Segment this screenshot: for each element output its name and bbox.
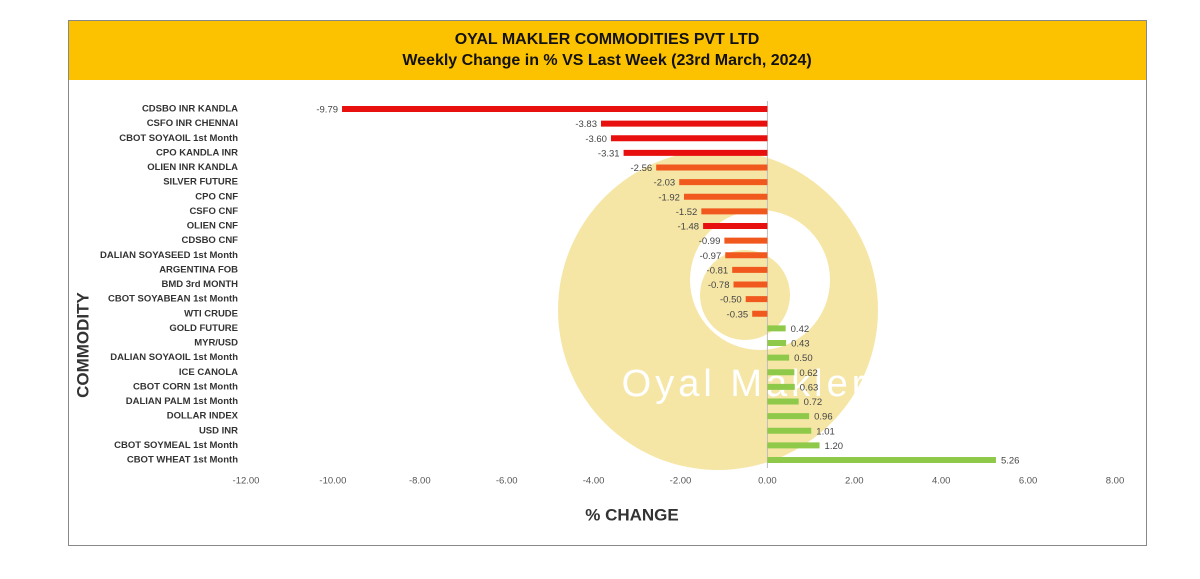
y-tick-label: CBOT WHEAT 1st Month — [127, 455, 238, 466]
value-label: 0.62 — [799, 368, 818, 379]
y-tick-label: WTI CRUDE — [184, 308, 238, 319]
y-tick-label: DALIAN PALM 1st Month — [126, 396, 238, 407]
bar — [724, 237, 768, 244]
bar — [767, 427, 812, 434]
x-axis-title: % CHANGE — [585, 505, 679, 524]
bar — [610, 135, 768, 142]
bar — [767, 325, 786, 332]
bar — [767, 398, 799, 405]
bar — [683, 193, 768, 200]
bar — [725, 252, 768, 259]
x-tick-label: -6.00 — [496, 476, 518, 487]
bar — [733, 281, 768, 288]
header-band — [69, 21, 1146, 80]
watermark-text: Oyal Makler — [622, 363, 869, 405]
bar — [767, 457, 996, 463]
y-tick-label: CSFO INR CHENNAI — [147, 118, 238, 129]
y-tick-label: CSFO CNF — [189, 206, 238, 217]
value-label: -3.60 — [585, 134, 607, 145]
y-tick-label: BMD 3rd MONTH — [161, 279, 238, 290]
y-tick-label: OLIEN INR KANDLA — [147, 162, 238, 173]
bar — [767, 340, 787, 346]
y-tick-label: ICE CANOLA — [179, 367, 238, 378]
y-tick-label: USD INR — [199, 425, 238, 436]
y-tick-label: DALIAN SOYASEED 1st Month — [100, 250, 238, 261]
bar — [703, 223, 768, 229]
bar — [679, 179, 768, 186]
x-tick-label: 4.00 — [932, 476, 951, 487]
y-tick-label: CBOT SOYMEAL 1st Month — [114, 440, 238, 451]
x-tick-label: -8.00 — [409, 476, 431, 487]
bar — [767, 413, 810, 420]
value-label: 0.72 — [804, 397, 823, 408]
value-label: -0.78 — [708, 280, 730, 291]
bar — [600, 120, 768, 127]
value-label: -3.31 — [598, 148, 620, 159]
x-tick-label: -12.00 — [233, 476, 260, 487]
value-label: -1.48 — [677, 222, 699, 233]
y-tick-label: CPO KANDLA INR — [156, 147, 238, 158]
y-axis-title: COMMODITY — [73, 291, 92, 397]
y-tick-label: CDSBO INR KANDLA — [142, 104, 238, 115]
x-tick-label: -4.00 — [583, 476, 605, 487]
x-tick-label: 8.00 — [1106, 476, 1125, 487]
bar — [767, 442, 820, 449]
y-tick-label: DOLLAR INDEX — [167, 411, 239, 422]
value-label: -1.92 — [658, 192, 680, 203]
value-label: 0.42 — [791, 324, 810, 335]
y-tick-label: SILVER FUTURE — [163, 177, 238, 188]
value-label: -0.81 — [707, 265, 729, 276]
bar — [701, 208, 768, 215]
value-label: 1.20 — [825, 441, 844, 452]
value-label: -0.50 — [720, 295, 742, 306]
y-tick-label: CDSBO CNF — [182, 235, 239, 246]
bar — [656, 164, 768, 171]
y-tick-label: CBOT SOYAOIL 1st Month — [119, 133, 238, 144]
chart-title: OYAL MAKLER COMMODITIES PVT LTD — [455, 31, 760, 48]
y-tick-label: OLIEN CNF — [187, 221, 238, 232]
x-tick-label: 2.00 — [845, 476, 864, 487]
y-tick-label: CBOT SOYABEAN 1st Month — [108, 294, 238, 305]
value-label: -0.99 — [699, 236, 721, 247]
bar — [623, 149, 768, 156]
y-tick-label: DALIAN SOYAOIL 1st Month — [110, 352, 238, 363]
bar — [767, 369, 795, 376]
value-label: -2.03 — [654, 178, 676, 189]
x-tick-label: 6.00 — [1019, 476, 1038, 487]
chart-subtitle: Weekly Change in % VS Last Week (23rd Ma… — [402, 52, 811, 69]
value-label: -0.97 — [700, 251, 722, 262]
x-tick-label: -10.00 — [319, 476, 346, 487]
bar — [767, 354, 790, 361]
bar — [732, 266, 768, 273]
value-label: 0.63 — [800, 382, 819, 393]
value-label: -9.79 — [316, 105, 338, 116]
value-label: 5.26 — [1001, 456, 1020, 467]
value-label: -2.56 — [631, 163, 653, 174]
value-label: 0.43 — [791, 339, 810, 350]
y-tick-label: MYR/USD — [194, 338, 238, 349]
value-label: -3.83 — [575, 119, 597, 130]
y-tick-label: GOLD FUTURE — [169, 323, 238, 334]
x-tick-label: -2.00 — [670, 476, 692, 487]
value-label: 0.96 — [814, 412, 833, 423]
value-label: 1.01 — [816, 426, 835, 437]
bar — [342, 106, 768, 112]
value-label: -1.52 — [676, 207, 698, 218]
bar — [745, 296, 768, 303]
value-label: -0.35 — [727, 309, 749, 320]
y-tick-label: CBOT CORN 1st Month — [133, 381, 238, 392]
y-tick-label: ARGENTINA FOB — [159, 264, 238, 275]
bar — [752, 310, 768, 317]
y-tick-label: CPO CNF — [195, 191, 238, 202]
bar — [767, 383, 795, 390]
value-label: 0.50 — [794, 353, 813, 364]
x-tick-label: 0.00 — [758, 476, 777, 487]
